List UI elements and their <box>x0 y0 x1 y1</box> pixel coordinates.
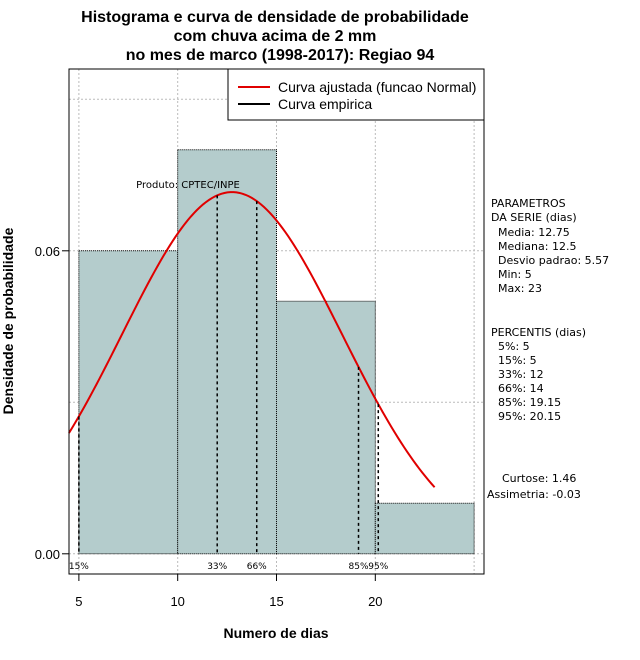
x-tick-label: 5 <box>75 594 82 609</box>
percentile-label-95: 95% <box>368 562 388 572</box>
x-tick-label: 10 <box>170 594 184 609</box>
y-tick-label: 0.00 <box>35 547 60 562</box>
histogram-bars <box>78 149 475 555</box>
legend: Curva ajustada (funcao Normal) Curva emp… <box>227 68 485 121</box>
histogram-bar-3 <box>276 300 376 555</box>
legend-label-empirical: Curva empirica <box>278 96 372 112</box>
percentiles-heading: PERCENTIS (dias) <box>491 326 586 339</box>
x-axis-label: Numero de dias <box>223 625 328 641</box>
parameter-max: Max: 23 <box>498 282 542 295</box>
percentile-33: 33%: 12 <box>498 368 544 381</box>
series-parameters: PARAMETROS DA SERIE (dias) Media: 12.75 … <box>491 197 609 295</box>
producer-note: Produto: CPTEC/INPE <box>136 180 240 191</box>
series-percentiles: PERCENTIS (dias) 5%: 5 15%: 5 33%: 12 66… <box>491 326 586 423</box>
histogram-bar-1 <box>78 250 179 555</box>
parameters-heading-2: DA SERIE (dias) <box>491 211 577 224</box>
chart-title-line-3: no mes de marco (1998-2017): Regiao 94 <box>126 47 435 64</box>
x-tick-label: 15 <box>269 594 283 609</box>
axis-ticks: 5 10 15 20 0.00 0.06 <box>35 244 383 609</box>
x-tick-label: 20 <box>368 594 382 609</box>
percentile-label-33: 33% <box>207 562 227 572</box>
histogram-bar-2 <box>177 149 277 555</box>
skewness-value: Assimetria: -0.03 <box>487 488 581 501</box>
legend-box <box>227 68 485 121</box>
percentile-15: 15%: 5 <box>498 354 537 367</box>
percentile-label-85: 85% <box>349 562 369 572</box>
histogram-bar-4 <box>374 502 475 555</box>
percentile-95: 95%: 20.15 <box>498 410 561 423</box>
normal-fit-curve <box>68 191 436 488</box>
legend-label-fit: Curva ajustada (funcao Normal) <box>278 79 476 95</box>
normal-fit-curve-layer <box>68 191 436 488</box>
y-tick-label: 0.06 <box>35 244 60 259</box>
percentile-85: 85%: 19.15 <box>498 396 561 409</box>
series-shape-stats: Curtose: 1.46 Assimetria: -0.03 <box>487 472 581 501</box>
percentile-5: 5%: 5 <box>498 340 530 353</box>
kurtosis-value: Curtose: 1.46 <box>502 472 576 485</box>
percentile-66: 66%: 14 <box>498 382 544 395</box>
percentile-label-15: 15% <box>69 562 89 572</box>
parameter-min: Min: 5 <box>498 268 532 281</box>
parameter-std-dev: Desvio padrao: 5.57 <box>498 254 609 267</box>
percentile-label-66: 66% <box>247 562 267 572</box>
percentile-markers: 15% 33% 66% 85% 95% <box>69 195 389 572</box>
parameter-median: Mediana: 12.5 <box>498 240 576 253</box>
chart-title-line-2: com chuva acima de 2 mm <box>174 28 377 45</box>
parameters-heading-1: PARAMETROS <box>491 197 566 210</box>
y-axis-label: Densidade de probabilidade <box>0 227 16 414</box>
parameter-mean: Media: 12.75 <box>498 226 570 239</box>
chart-title-line-1: Histograma e curva de densidade de proba… <box>81 9 469 26</box>
